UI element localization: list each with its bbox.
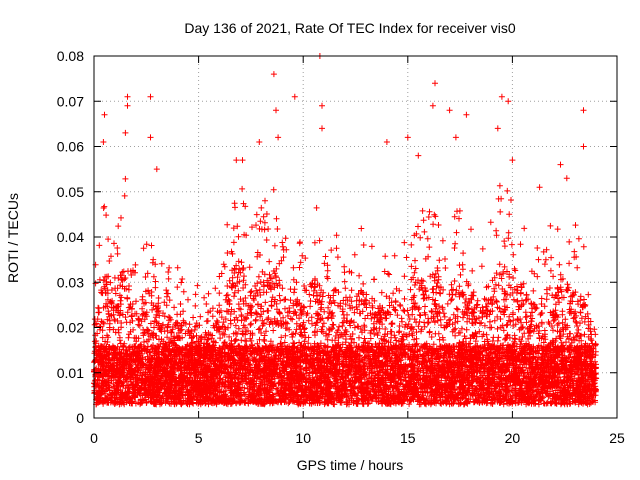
x-axis-label: GPS time / hours [297,457,404,473]
axis-ticks: 0 0.01 0.02 0.03 0.04 0.05 0.06 0.07 0.08 0 5 10 15 2… [57,48,625,446]
scatter-plus-markers [91,53,600,408]
y-tick-label: 0.08 [57,48,84,64]
y-tick-label: 0.04 [57,229,84,245]
y-axis-label: ROTI / TECUs [5,193,21,283]
x-tick-label: 0 [90,430,98,446]
x-tick-label: 15 [400,430,416,446]
y-tick-label: 0.07 [57,93,84,109]
y-tick-label: 0.06 [57,139,84,155]
x-tick-label: 5 [195,430,203,446]
x-tick-label: 25 [609,430,625,446]
grid [94,56,617,418]
y-tick-label: 0 [76,410,84,426]
chart-title: Day 136 of 2021, Rate Of TEC Index for r… [184,20,515,36]
y-tick-label: 0.02 [57,320,84,336]
y-tick-label: 0.03 [57,274,84,290]
y-tick-label: 0.01 [57,365,84,381]
y-tick-label: 0.05 [57,184,84,200]
x-tick-label: 10 [295,430,311,446]
data-points [91,53,600,408]
x-tick-label: 20 [505,430,521,446]
